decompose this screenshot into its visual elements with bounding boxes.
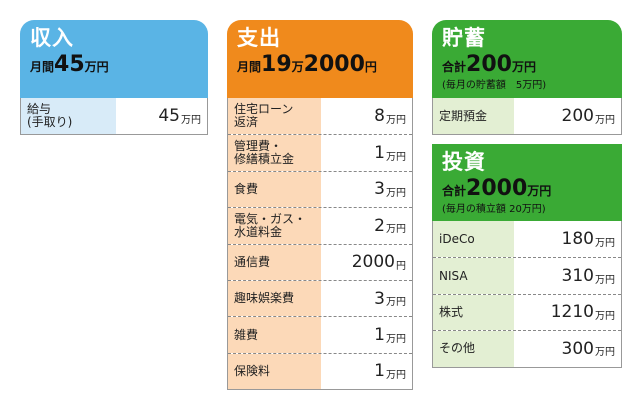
row-amount: 8 万円 — [321, 98, 412, 135]
expense-total: 月間19万2000円 — [237, 52, 377, 77]
row-amount: 3 万円 — [321, 280, 412, 317]
investment-header: 投資 合計2000万円 (毎月の積立額 20万円) — [432, 144, 622, 221]
investment-title: 投資 — [442, 150, 486, 174]
row-amount: 45 万円 — [116, 98, 207, 135]
row-label: 株式 — [433, 294, 514, 331]
expense-card: 支出 月間19万2000円 住宅ローン 返済 8 万円 管理費・ 修繕積立金 1 万円 食費… — [227, 20, 413, 391]
investment-card: 投資 合計2000万円 (毎月の積立額 20万円) iDeCo 180 万円 NISA… — [432, 144, 622, 368]
row-amount: 1 万円 — [321, 353, 412, 390]
row-label: 電気・ガス・ 水道料金 — [228, 208, 321, 244]
row-amount: 2 万円 — [321, 208, 412, 244]
row-label: 通信費 — [228, 244, 321, 280]
table-row: 保険料 1 万円 — [228, 352, 412, 390]
income-table: 給与 (手取り) 45 万円 — [20, 98, 208, 136]
row-label: 給与 (手取り) — [21, 98, 116, 135]
table-row: NISA 310 万円 — [433, 257, 621, 294]
row-label: 定期預金 — [433, 98, 514, 135]
table-row: 趣味娯楽費 3 万円 — [228, 279, 412, 317]
table-row: 株式 1210 万円 — [433, 293, 621, 331]
row-label: 食費 — [228, 171, 321, 208]
table-row: 住宅ローン 返済 8 万円 — [228, 98, 412, 135]
row-label: 趣味娯楽費 — [228, 280, 321, 317]
investment-note: (毎月の積立額 20万円) — [442, 204, 546, 215]
expense-title: 支出 — [237, 26, 281, 50]
savings-card: 貯蓄 合計200万円 (毎月の貯蓄額 5万円) 定期預金 200 万円 — [432, 20, 622, 136]
table-row: iDeCo 180 万円 — [433, 221, 621, 258]
savings-title: 貯蓄 — [442, 26, 486, 50]
table-row: 電気・ガス・ 水道料金 2 万円 — [228, 207, 412, 244]
income-card: 収入 月間45万円 給与 (手取り) 45 万円 — [20, 20, 208, 136]
expense-table: 住宅ローン 返済 8 万円 管理費・ 修繕積立金 1 万円 食費 3 万円 電気・ガス・ 水道料金… — [227, 98, 413, 391]
row-amount: 1210 万円 — [514, 294, 621, 331]
income-total: 月間45万円 — [30, 52, 109, 77]
expense-header: 支出 月間19万2000円 — [227, 20, 413, 98]
investment-total: 合計2000万円 — [442, 176, 552, 201]
row-amount: 2000 円 — [321, 244, 412, 280]
row-label: 雑費 — [228, 317, 321, 353]
table-row: 管理費・ 修繕積立金 1 万円 — [228, 134, 412, 171]
row-label: NISA — [433, 258, 514, 294]
row-amount: 300 万円 — [514, 331, 621, 367]
table-row: 給与 (手取り) 45 万円 — [21, 98, 207, 135]
savings-total: 合計200万円 — [442, 52, 536, 77]
table-row: その他 300 万円 — [433, 330, 621, 367]
row-label: その他 — [433, 331, 514, 367]
row-amount: 3 万円 — [321, 171, 412, 208]
table-row: 定期預金 200 万円 — [433, 98, 621, 135]
table-row: 雑費 1 万円 — [228, 316, 412, 353]
table-row: 通信費 2000 円 — [228, 243, 412, 280]
row-amount: 200 万円 — [514, 98, 621, 135]
row-amount: 310 万円 — [514, 258, 621, 294]
income-title: 収入 — [30, 26, 74, 50]
row-amount: 1 万円 — [321, 317, 412, 353]
row-label: 保険料 — [228, 353, 321, 390]
row-amount: 180 万円 — [514, 221, 621, 258]
savings-header: 貯蓄 合計200万円 (毎月の貯蓄額 5万円) — [432, 20, 622, 98]
investment-table: iDeCo 180 万円 NISA 310 万円 株式 1210 万円 その他 300 万円 — [432, 221, 622, 368]
table-row: 食費 3 万円 — [228, 170, 412, 208]
row-label: 管理費・ 修繕積立金 — [228, 135, 321, 171]
savings-note: (毎月の貯蓄額 5万円) — [442, 80, 547, 91]
row-label: iDeCo — [433, 221, 514, 258]
income-header: 収入 月間45万円 — [20, 20, 208, 98]
savings-table: 定期預金 200 万円 — [432, 98, 622, 136]
row-label: 住宅ローン 返済 — [228, 98, 321, 135]
row-amount: 1 万円 — [321, 135, 412, 171]
